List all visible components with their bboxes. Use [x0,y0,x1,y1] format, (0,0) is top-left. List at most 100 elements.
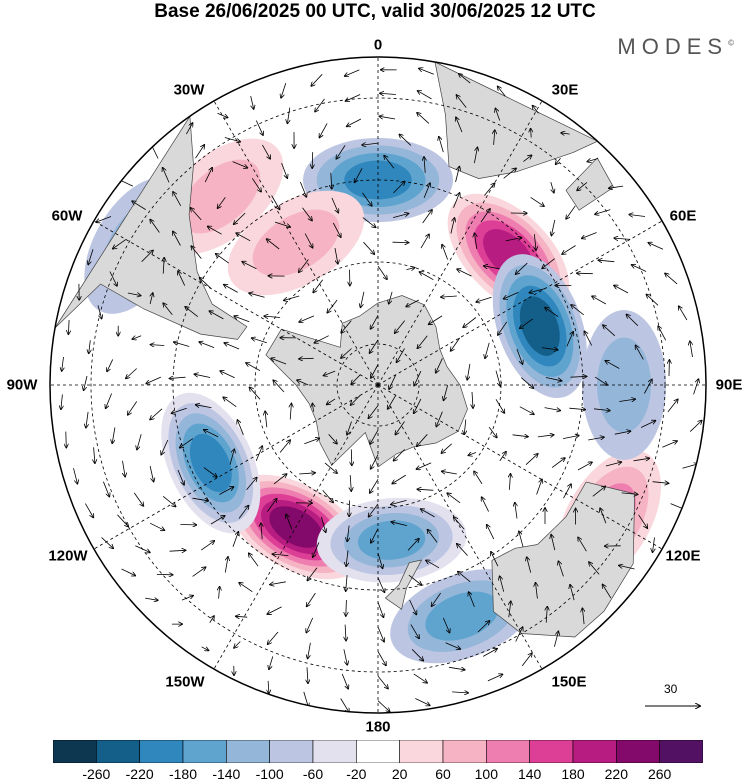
wind-vector [203,467,217,477]
wind-vector [487,674,503,682]
wind-vector [84,375,88,390]
wind-vector [341,348,352,359]
wind-vector [519,531,524,547]
wind-vector [186,123,192,135]
wind-vector [605,462,622,467]
wind-vector [587,158,599,162]
modes-logo: MODES© [617,34,734,60]
wind-vector [66,431,67,448]
wind-vector [150,408,163,420]
wind-vector [588,437,604,441]
wind-vector [311,74,323,86]
wind-vector [474,147,477,164]
wind-vector [377,675,388,689]
wind-vector [570,585,575,601]
wind-vector [151,345,165,346]
wind-vector [268,680,269,694]
wind-vector [192,498,209,501]
wind-vector [509,601,511,618]
wind-vector [363,241,375,254]
wind-vector [351,395,361,405]
wind-vector [551,219,556,236]
wind-vector [319,123,328,137]
lon-label-60w: 60W [51,207,83,225]
wind-vector [346,550,348,566]
wind-vector [614,285,629,294]
anomaly-center [161,392,261,534]
wind-vector [281,82,287,98]
wind-vector [273,380,285,393]
wind-vector [249,387,261,400]
wind-vector [361,291,365,308]
wind-vector [268,631,279,644]
colorbar-swatch [269,740,314,763]
wind-vector [448,667,465,670]
anomaly-center [390,569,535,664]
wind-vector [504,292,519,298]
wind-vector [477,621,490,633]
wind-vector [209,616,214,623]
wind-vector [201,646,209,651]
wind-vector [270,581,286,585]
wind-vector [163,168,170,183]
wind-vector [447,493,461,504]
wind-vector [380,93,396,94]
wind-vector [73,468,78,484]
wind-vector [284,295,300,300]
wind-vector [89,340,91,353]
wind-vector [141,250,153,262]
wind-vector [304,233,313,248]
wind-vector [468,453,477,456]
colorbar-tick-label: -140 [212,766,241,782]
wind-vector [341,673,348,689]
wind-vector [410,624,419,639]
wind-vector [392,214,408,218]
wind-vector [592,486,606,497]
wind-vector [195,145,205,159]
wind-vector [172,407,187,413]
wind-vector [112,427,116,444]
wind-vector [392,474,407,484]
wind-vector [426,560,440,569]
wind-vector [224,343,240,350]
wind-vector [505,238,522,242]
wind-vector [487,525,495,540]
wind-vector [88,249,94,264]
anomaly-center [492,254,587,399]
wind-vector [562,245,576,255]
colorbar-tick-label: -180 [168,766,198,782]
wind-vector [467,363,471,380]
wind-vector [439,137,444,153]
meridian-line [377,100,543,386]
meridian-line [93,220,379,386]
wind-vector [415,698,430,706]
colorbar-swatch [96,740,140,763]
wind-vector [395,421,405,435]
wind-vector [521,653,532,667]
wind-vector [370,479,379,493]
wind-vector [554,631,558,647]
wind-vector [453,193,460,208]
wind-vector [303,691,309,707]
wind-vector [516,348,523,364]
wind-vector [546,607,547,623]
wind-vector [103,481,109,497]
wind-vector [219,487,233,495]
colorbar-tick-label: 180 [561,766,585,782]
wind-vector [531,129,532,138]
wind-vector [488,426,497,437]
wind-vector [334,248,338,264]
wind-vector [306,617,314,633]
wind-vector [149,522,164,530]
wind-vector [533,106,539,114]
wind-vector [393,182,405,194]
wind-vector [665,273,678,285]
wind-vector [287,107,289,124]
wind-vector [96,216,112,223]
wind-vectors [61,68,702,712]
lon-label-120w: 120W [48,547,88,565]
wind-vector [432,592,441,606]
wind-vector [331,197,338,213]
colorbar-swatch [139,740,184,763]
meridian-line [377,220,663,386]
